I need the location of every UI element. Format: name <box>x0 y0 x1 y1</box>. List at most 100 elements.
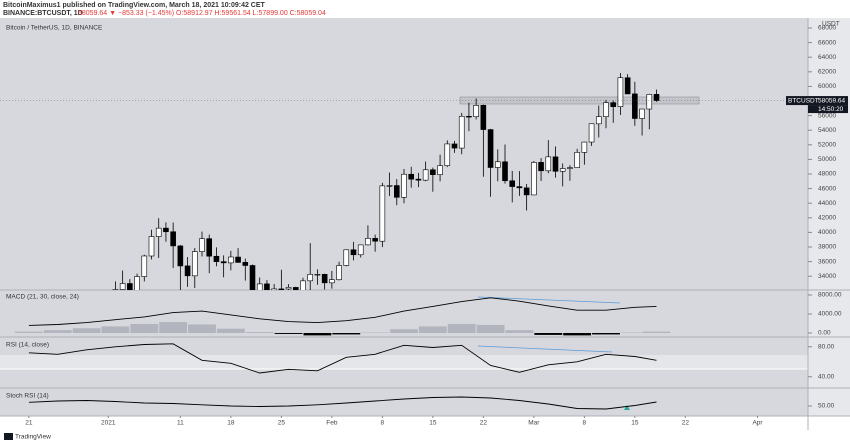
indicator-line <box>28 343 657 374</box>
candle-body <box>249 265 256 290</box>
candle-body <box>112 289 119 290</box>
countdown-box <box>808 105 848 114</box>
candle-body <box>523 187 530 196</box>
candle-body <box>155 227 162 237</box>
histogram-bar <box>188 324 216 334</box>
candle-body <box>559 168 566 172</box>
candle-body <box>220 261 227 264</box>
candle-body <box>372 238 378 242</box>
pane-title: RSI (14, close) <box>6 342 49 349</box>
candle-body <box>242 262 249 266</box>
y-tick-label: 42000 <box>818 215 836 222</box>
candle-body <box>646 94 653 110</box>
pane <box>14 297 671 336</box>
indicator-line <box>28 297 657 326</box>
indicator-line <box>28 396 657 410</box>
candle-body <box>581 141 588 153</box>
x-tick-label: 22 <box>480 420 488 427</box>
candle-body <box>552 156 559 172</box>
histogram-bar <box>216 328 245 334</box>
candle-body <box>653 94 660 101</box>
candle-body <box>574 152 580 168</box>
pane <box>112 72 660 290</box>
candle-body <box>119 283 126 290</box>
x-tick-label: 15 <box>631 420 639 427</box>
histogram-bar <box>505 330 534 334</box>
candle-body <box>415 178 422 181</box>
histogram-bar <box>332 333 361 335</box>
pane-title: MACD (21, 30, close, 24) <box>6 294 79 301</box>
logo <box>4 433 13 440</box>
y-tick-label: 80.00 <box>818 343 835 350</box>
histogram-bar <box>245 332 274 334</box>
quote: 58059.64 ▼ −853.33 (−1.45%) O:58912.97 H… <box>78 10 326 17</box>
candle-body <box>256 283 263 290</box>
candle-body <box>545 156 552 172</box>
candle-body <box>278 288 285 290</box>
y-tick-label: 40.00 <box>818 373 835 380</box>
x-tick-label: 2021 <box>101 420 116 427</box>
candle-body <box>350 249 357 256</box>
candle-body <box>487 129 494 168</box>
x-tick-label: 8 <box>583 420 587 427</box>
last-price-label: 58059.64 <box>818 97 845 104</box>
y-tick-label: 54000 <box>818 127 836 134</box>
candle-body <box>516 186 523 189</box>
candle-body <box>264 283 270 290</box>
candle-body <box>235 256 241 263</box>
candle-body <box>610 102 617 107</box>
candle-body <box>357 244 364 256</box>
histogram-bar <box>476 324 505 334</box>
unit: USDT <box>822 21 840 28</box>
candle-body <box>588 123 595 143</box>
histogram-bar <box>534 333 563 335</box>
candle-body <box>509 180 516 187</box>
last-price-box <box>786 96 848 106</box>
candle-body <box>531 162 537 196</box>
signal-marker <box>624 405 630 410</box>
candle-body <box>365 238 371 246</box>
trend-line <box>477 296 621 304</box>
y-tick-label: 68000 <box>818 25 836 32</box>
pane <box>28 396 657 410</box>
candle-body <box>300 280 306 290</box>
y-tick-label: 44000 <box>818 200 836 207</box>
candle-body <box>624 77 631 95</box>
x-tick-label: 11 <box>177 420 184 427</box>
candle-body <box>191 251 198 277</box>
histogram-bar <box>418 326 447 334</box>
candle-body <box>480 104 487 130</box>
candle-body <box>321 273 328 284</box>
y-tick-label: 50000 <box>818 156 836 163</box>
x-tick-label: Apr <box>752 420 763 427</box>
histogram-bar <box>447 323 476 334</box>
last-price-symbol: BTCUSDT <box>788 97 819 104</box>
y-tick-label: 50.00 <box>818 403 835 410</box>
symbol: BINANCE:BTCUSDT, 1D <box>3 10 83 17</box>
y-tick-label: 60000 <box>818 83 836 90</box>
y-tick-label: 46000 <box>818 185 836 192</box>
x-tick-label: 8 <box>381 420 385 427</box>
candle-body <box>134 276 140 290</box>
candle-body <box>408 173 415 180</box>
candle-body <box>473 105 479 117</box>
histogram-bar <box>43 330 72 334</box>
candle-body <box>170 231 176 247</box>
histogram-bar <box>274 333 303 334</box>
y-tick-label: 34000 <box>818 273 836 280</box>
candle-body <box>422 169 429 181</box>
y-tick-label: 48000 <box>818 171 836 178</box>
candle-body <box>632 93 638 119</box>
candle-body <box>336 265 342 281</box>
y-tick-label: 64000 <box>818 54 836 61</box>
candle-body <box>163 227 169 233</box>
candle-body <box>141 255 148 277</box>
x-tick-label: 22 <box>682 420 690 427</box>
histogram-bar <box>390 329 418 334</box>
candle-body <box>639 108 645 119</box>
candle-body <box>127 283 133 290</box>
y-tick-label: 56000 <box>818 112 836 119</box>
x-tick-label: 21 <box>25 420 33 427</box>
candle-body <box>177 245 184 267</box>
